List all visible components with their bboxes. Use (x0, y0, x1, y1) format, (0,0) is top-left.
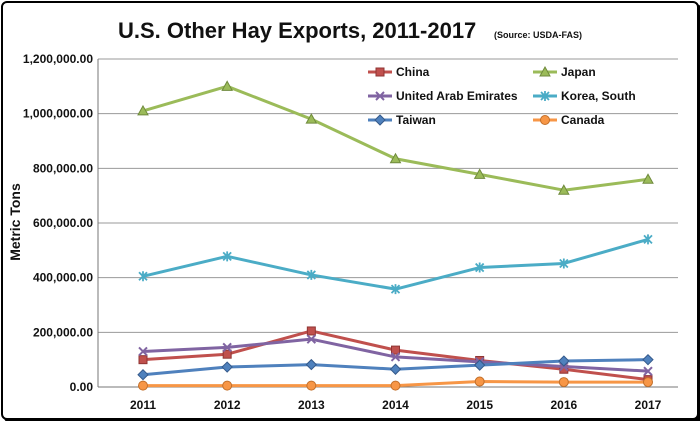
legend-marker (374, 114, 386, 126)
series-china (138, 326, 653, 385)
series-canada (138, 376, 653, 391)
data-point-korea-south (306, 269, 316, 280)
legend-label: Taiwan (396, 113, 436, 127)
data-point-taiwan (305, 358, 318, 371)
data-point-korea-south (475, 262, 485, 273)
data-point-taiwan (558, 355, 570, 367)
x-tick-label: 2011 (130, 398, 156, 412)
legend-marker (540, 115, 550, 125)
y-tick-label: 1,000,000.00 (23, 107, 93, 121)
series-line-korea-south (142, 237, 649, 291)
legend-label: United Arab Emirates (396, 89, 518, 103)
data-point-korea-south (222, 251, 232, 262)
legend-label: Korea, South (561, 89, 636, 103)
axes: 0.00 200,000.00 400,000.00 600,000.00 800,00… (23, 52, 678, 412)
legend-label: Japan (561, 65, 596, 79)
legend-item-korea-south: Korea, South (533, 89, 636, 103)
data-point-united-arab-emirates (306, 334, 317, 344)
data-point-united-arab-emirates (138, 346, 148, 357)
legend-item-canada: Canada (533, 113, 605, 127)
data-point-china (138, 355, 148, 365)
y-tick-label: 200,000.00 (33, 325, 93, 339)
data-point-taiwan (642, 353, 654, 366)
legend: China Japan United Arab Emirates Korea, Sou… (368, 65, 636, 127)
legend-marker (540, 91, 550, 101)
data-point-canada (474, 376, 485, 387)
x-tick-label: 2014 (382, 398, 409, 412)
data-point-canada (558, 377, 569, 388)
series-layer (137, 80, 654, 391)
y-tick-label: 1,200,000.00 (23, 52, 93, 66)
data-point-china (306, 326, 316, 336)
data-point-taiwan (389, 363, 402, 375)
x-tick-label: 2013 (298, 398, 325, 412)
x-tick-label: 2016 (550, 398, 577, 412)
legend-marker (375, 91, 385, 101)
data-point-united-arab-emirates (390, 352, 401, 362)
data-point-canada (306, 380, 317, 391)
data-point-china (391, 345, 400, 355)
data-point-taiwan (221, 361, 233, 373)
chart-subtitle: (Source: USDA-FAS) (494, 30, 582, 40)
series-korea-south (138, 234, 653, 295)
data-point-japan (389, 152, 402, 164)
chart-title: U.S. Other Hay Exports, 2011-2017 (118, 18, 476, 43)
x-tick-label: 2012 (214, 398, 241, 412)
y-tick-label: 800,000.00 (33, 161, 93, 175)
data-point-japan (221, 80, 234, 91)
data-point-korea-south (138, 271, 148, 282)
data-point-korea-south (390, 284, 401, 295)
data-point-canada (390, 380, 401, 391)
legend-label: Canada (561, 113, 605, 127)
legend-item-united-arab-emirates: United Arab Emirates (368, 89, 518, 103)
legend-label: China (396, 65, 430, 79)
data-point-canada (222, 380, 233, 391)
legend-item-taiwan: Taiwan (368, 113, 436, 127)
y-tick-label: 600,000.00 (33, 216, 93, 230)
x-tick-label: 2015 (466, 398, 493, 412)
legend-item-japan: Japan (533, 65, 596, 79)
legend-item-china: China (368, 65, 430, 79)
y-tick-label: 0.00 (70, 380, 94, 394)
y-axis-label: Metric Tons (7, 183, 23, 261)
legend-marker (375, 67, 385, 77)
data-point-japan (305, 113, 318, 124)
data-point-canada (643, 377, 653, 388)
data-point-united-arab-emirates (222, 342, 232, 353)
data-point-canada (138, 380, 148, 391)
data-point-korea-south (643, 234, 653, 245)
data-point-japan (642, 173, 654, 184)
series-taiwan (137, 353, 654, 381)
data-point-japan (137, 104, 149, 116)
data-point-taiwan (137, 368, 149, 381)
data-point-united-arab-emirates (643, 366, 653, 376)
y-tick-label: 400,000.00 (33, 271, 93, 285)
gridlines (98, 58, 678, 333)
data-point-japan (557, 184, 570, 195)
data-point-korea-south (559, 258, 569, 269)
data-point-taiwan (473, 359, 486, 371)
legend-marker (539, 65, 551, 77)
data-point-china (222, 349, 232, 359)
x-tick-label: 2017 (635, 398, 662, 412)
series-japan (137, 80, 654, 195)
data-point-japan (473, 168, 486, 179)
